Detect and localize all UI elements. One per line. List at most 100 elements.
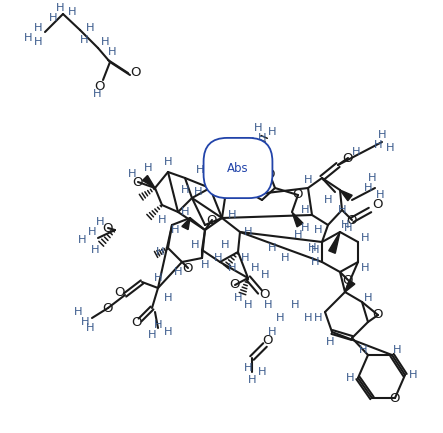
Text: H: H — [93, 89, 101, 99]
Text: H: H — [85, 23, 94, 33]
Text: O: O — [103, 301, 113, 314]
Text: H: H — [308, 243, 316, 253]
Text: H: H — [190, 240, 199, 250]
Text: H: H — [148, 330, 156, 340]
Text: H: H — [56, 3, 64, 13]
Text: H: H — [341, 220, 350, 230]
Text: O: O — [133, 175, 143, 188]
Text: O: O — [103, 222, 113, 235]
Text: H: H — [244, 227, 253, 237]
Text: H: H — [244, 363, 253, 373]
Text: H: H — [196, 165, 204, 175]
Text: H: H — [314, 313, 323, 323]
Text: H: H — [409, 370, 417, 380]
Text: H: H — [181, 207, 189, 217]
Text: O: O — [293, 188, 303, 201]
Text: O: O — [263, 333, 273, 346]
Text: O: O — [343, 274, 353, 287]
Text: H: H — [376, 190, 385, 200]
Text: H: H — [85, 323, 94, 333]
Text: H: H — [346, 373, 354, 383]
Text: H: H — [91, 245, 99, 255]
Text: H: H — [228, 210, 236, 220]
Text: H: H — [144, 163, 152, 173]
Text: H: H — [368, 173, 376, 183]
Text: H: H — [74, 307, 82, 317]
Text: H: H — [301, 223, 309, 233]
Text: O: O — [131, 65, 141, 78]
Text: H: H — [374, 140, 382, 150]
Text: H: H — [154, 273, 162, 283]
Text: H: H — [304, 313, 312, 323]
Polygon shape — [345, 280, 355, 292]
Text: H: H — [181, 185, 189, 195]
Text: H: H — [254, 123, 262, 133]
Text: H: H — [359, 345, 367, 355]
Text: H: H — [81, 317, 89, 327]
Text: H: H — [268, 243, 276, 253]
Text: H: H — [171, 225, 179, 235]
Text: H: H — [248, 375, 256, 385]
Text: H: H — [201, 260, 209, 270]
Text: H: H — [311, 257, 319, 267]
Text: H: H — [221, 240, 229, 250]
Text: O: O — [230, 278, 240, 291]
Text: H: H — [241, 253, 249, 263]
Text: H: H — [101, 37, 109, 47]
Text: H: H — [301, 205, 309, 215]
Text: Abs: Abs — [227, 162, 249, 174]
Text: H: H — [206, 173, 214, 183]
Polygon shape — [182, 218, 190, 229]
Text: O: O — [343, 152, 353, 165]
Text: O: O — [115, 285, 125, 298]
Text: H: H — [291, 300, 299, 310]
Text: O: O — [265, 168, 275, 181]
Polygon shape — [329, 232, 340, 253]
Text: H: H — [344, 223, 352, 233]
Text: H: H — [128, 169, 136, 179]
Text: O: O — [260, 288, 270, 301]
Text: O: O — [183, 262, 193, 275]
Text: O: O — [207, 213, 217, 226]
Text: H: H — [258, 133, 266, 143]
Text: H: H — [268, 327, 276, 337]
Text: H: H — [96, 217, 104, 227]
Text: H: H — [78, 235, 86, 245]
Text: H: H — [155, 247, 164, 257]
Polygon shape — [340, 190, 352, 201]
Text: H: H — [326, 337, 334, 347]
Text: O: O — [373, 198, 383, 211]
Text: H: H — [338, 205, 346, 215]
Text: H: H — [251, 263, 259, 273]
Text: H: H — [361, 233, 369, 243]
Text: H: H — [260, 270, 269, 280]
Text: H: H — [163, 327, 172, 337]
Text: H: H — [361, 263, 369, 273]
Text: H: H — [294, 230, 302, 240]
Text: H: H — [392, 345, 401, 355]
Text: H: H — [386, 143, 394, 153]
Text: H: H — [268, 127, 276, 137]
Text: H: H — [314, 225, 323, 235]
Text: H: H — [244, 300, 253, 310]
Text: O: O — [390, 391, 400, 404]
Text: H: H — [154, 320, 162, 330]
Text: H: H — [158, 215, 166, 225]
Text: H: H — [80, 35, 88, 45]
Polygon shape — [143, 175, 155, 188]
Text: H: H — [34, 23, 43, 33]
Text: H: H — [163, 157, 172, 167]
Text: H: H — [194, 187, 202, 197]
Text: H: H — [214, 253, 222, 263]
Text: O: O — [132, 316, 142, 329]
Text: O: O — [347, 213, 357, 226]
Text: H: H — [311, 245, 319, 255]
Text: H: H — [264, 300, 272, 310]
Text: H: H — [281, 253, 289, 263]
Text: H: H — [68, 7, 76, 17]
Text: H: H — [324, 195, 332, 205]
Text: O: O — [373, 308, 383, 321]
Text: H: H — [378, 130, 386, 140]
Text: H: H — [49, 13, 57, 23]
Text: H: H — [228, 263, 236, 273]
